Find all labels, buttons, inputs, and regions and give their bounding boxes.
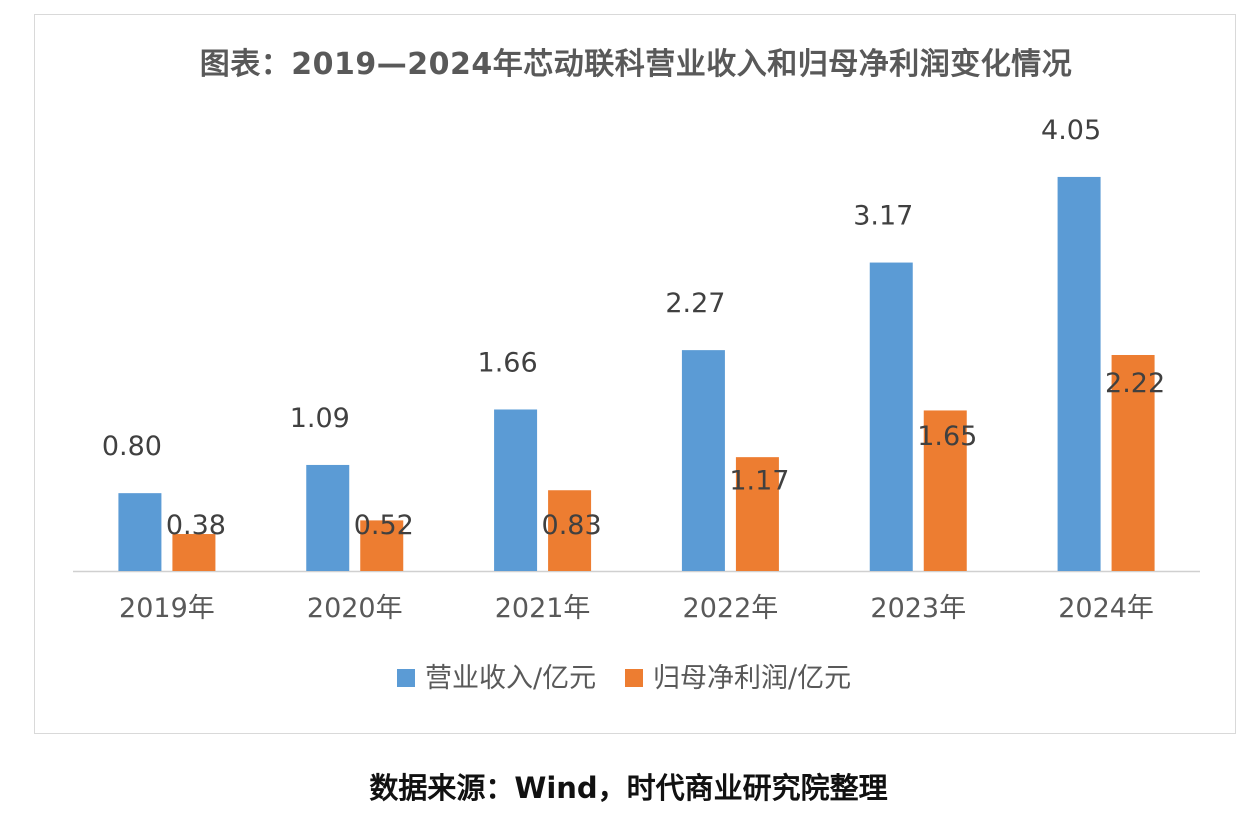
legend-label: 营业收入/亿元	[425, 663, 596, 694]
data-label: 0.38	[166, 510, 226, 541]
data-label: 0.80	[102, 431, 162, 462]
bar-revenue	[306, 464, 350, 571]
data-label: 1.17	[729, 465, 789, 496]
bar-net-profit	[735, 457, 779, 571]
bar-net-profit	[172, 534, 216, 571]
data-label: 2.27	[665, 288, 725, 319]
x-tick-label: 2024年	[1058, 593, 1154, 624]
data-label: 0.83	[542, 510, 602, 541]
data-label: 1.65	[917, 421, 977, 452]
bar-net-profit	[548, 490, 592, 571]
x-tick-label: 2023年	[870, 593, 966, 624]
bar-revenue	[118, 493, 162, 571]
bar-revenue	[869, 262, 913, 571]
bar-net-profit	[1111, 354, 1155, 571]
chart-frame: 图表：2019—2024年芯动联科营业收入和归母净利润变化情况 0.80 0.38…	[34, 14, 1236, 734]
legend-swatch	[625, 669, 643, 687]
chart-title: 图表：2019—2024年芯动联科营业收入和归母净利润变化情况	[199, 47, 1073, 82]
legend-label: 归母净利润/亿元	[653, 663, 851, 694]
data-label: 3.17	[853, 201, 913, 232]
bar-revenue	[494, 409, 538, 571]
data-label: 1.09	[290, 403, 350, 434]
bar-net-profit	[923, 410, 967, 571]
source-note: 数据来源：Wind，时代商业研究院整理	[369, 771, 888, 805]
data-label: 4.05	[1041, 115, 1101, 146]
bar-revenue	[1057, 176, 1101, 571]
x-tick-label: 2019年	[119, 593, 215, 624]
data-label: 0.52	[354, 510, 414, 541]
bar-revenue	[681, 350, 725, 571]
data-label: 1.66	[478, 347, 538, 378]
bar-net-profit	[360, 520, 404, 571]
legend-swatch	[397, 669, 415, 687]
bar-chart: 0.80 0.38 2019年 1.09 0.52 2020年 1.66 0.83 2021年 2…	[73, 115, 1200, 694]
data-label: 2.22	[1105, 368, 1165, 399]
x-tick-label: 2021年	[495, 593, 591, 624]
x-tick-label: 2020年	[307, 593, 403, 624]
x-tick-label: 2022年	[683, 593, 779, 624]
